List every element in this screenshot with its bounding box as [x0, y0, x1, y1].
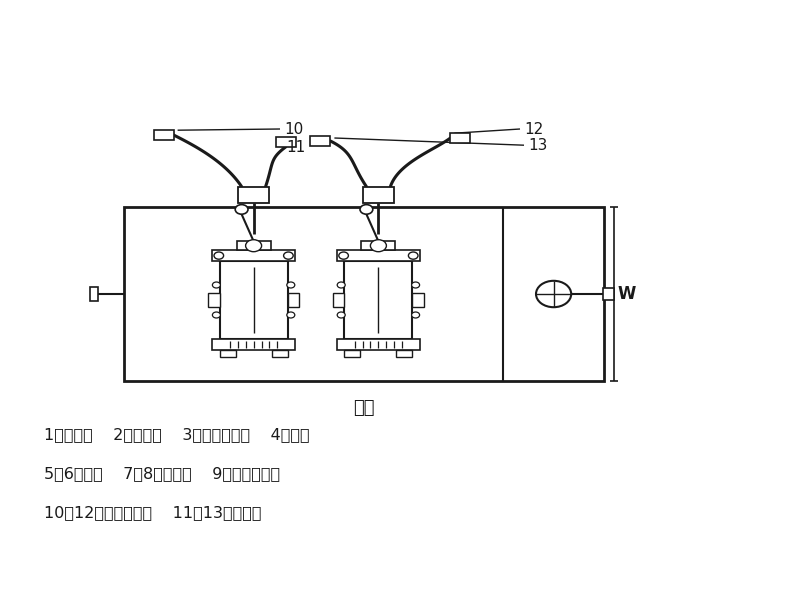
Bar: [288, 293, 298, 307]
Text: 11: 11: [286, 139, 306, 154]
Circle shape: [287, 282, 294, 288]
Bar: [213, 250, 295, 261]
Bar: [237, 241, 270, 250]
Bar: [275, 137, 295, 147]
Bar: [450, 133, 470, 143]
Circle shape: [408, 252, 418, 259]
Circle shape: [360, 205, 373, 214]
Circle shape: [338, 312, 346, 318]
Text: 平面: 平面: [354, 399, 374, 417]
Circle shape: [235, 205, 248, 214]
Text: W: W: [618, 285, 636, 303]
Bar: [344, 350, 360, 357]
Bar: [413, 293, 424, 307]
Bar: [238, 187, 269, 203]
Circle shape: [339, 252, 349, 259]
Circle shape: [214, 252, 224, 259]
Bar: [208, 293, 219, 307]
Bar: [213, 339, 295, 350]
Bar: [310, 136, 330, 146]
Bar: [154, 130, 174, 140]
Text: 10、12止回阀过滤器    11、13进液软管: 10、12止回阀过滤器 11、13进液软管: [44, 505, 262, 520]
Circle shape: [411, 282, 419, 288]
Circle shape: [213, 312, 221, 318]
Circle shape: [536, 281, 571, 307]
Text: 5、6计量泵    7、8出液软管    9、消毒液出口: 5、6计量泵 7、8出液软管 9、消毒液出口: [44, 467, 280, 481]
Bar: [219, 261, 288, 339]
Bar: [272, 350, 288, 357]
Text: 13: 13: [528, 137, 547, 152]
Bar: [363, 187, 394, 203]
Bar: [124, 207, 604, 381]
Text: 1、进水管    2、控制阀    3、转子流量计    4、铭牌: 1、进水管 2、控制阀 3、转子流量计 4、铭牌: [44, 427, 310, 443]
Circle shape: [213, 282, 221, 288]
Bar: [90, 287, 98, 301]
Text: 10: 10: [284, 121, 303, 136]
Bar: [362, 241, 395, 250]
Circle shape: [411, 312, 419, 318]
Bar: [333, 293, 344, 307]
Circle shape: [370, 240, 386, 252]
Bar: [219, 350, 235, 357]
Circle shape: [283, 252, 293, 259]
Bar: [397, 350, 413, 357]
Bar: [338, 339, 419, 350]
Circle shape: [246, 240, 262, 252]
Circle shape: [338, 282, 346, 288]
Bar: [603, 288, 614, 300]
Bar: [344, 261, 413, 339]
Text: 12: 12: [524, 121, 543, 136]
Bar: [338, 250, 419, 261]
Circle shape: [287, 312, 294, 318]
